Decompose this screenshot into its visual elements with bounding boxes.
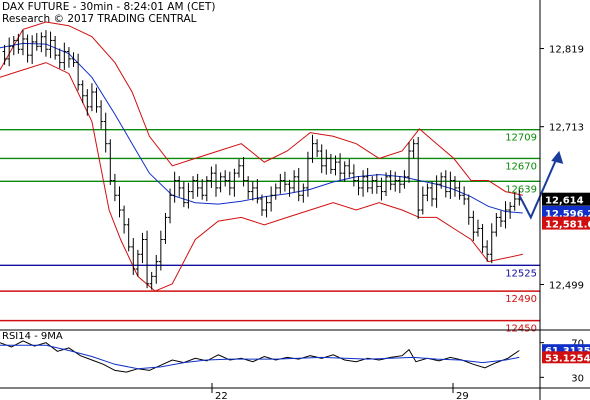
level-label-12670: 12670	[505, 161, 537, 172]
projection-arrow-line	[518, 156, 559, 220]
upper-band-line	[0, 21, 523, 196]
x-tick-label-29: 29	[456, 391, 469, 400]
main-price-plot: 12709 12670 12639 12525 12490 12450	[0, 21, 564, 335]
projection-arrow-head	[551, 150, 564, 164]
level-label-12639: 12639	[505, 184, 537, 195]
price-badge-bg	[542, 192, 590, 206]
level-label-12490: 12490	[505, 294, 537, 305]
x-tick-label-22: 22	[215, 391, 228, 400]
price-badge-bg	[542, 205, 590, 219]
rsi-tick-label-30: 30	[571, 373, 584, 384]
price-badge-12,614: 12,614	[545, 196, 584, 207]
y-tick-label-12,713: 12,713	[549, 123, 584, 134]
y-tick-label-12,499: 12,499	[549, 280, 584, 291]
price-badge-bg	[542, 216, 590, 230]
chart-copyright: Research © 2017 TRADING CENTRAL	[2, 13, 197, 25]
lower-band-line	[0, 62, 523, 292]
rsi-tick-label-70: 70	[571, 339, 584, 350]
rsi-indicator-plot	[0, 340, 520, 373]
price-badge-12,596.2: 12,596.2	[545, 209, 590, 220]
rsi-line	[0, 340, 520, 373]
chart-title: DAX FUTURE - 30min - 8:24:01 AM (CET)	[2, 1, 216, 13]
price-badge-12,581.6: 12,581.6	[545, 220, 590, 231]
rsi-ma-line	[0, 344, 520, 370]
level-label-12525: 12525	[505, 268, 537, 279]
rsi-badge-53.1254: 53.1254	[545, 353, 590, 364]
rsi-badge-bg	[542, 351, 590, 364]
rsi-title: RSI14 - 9MA	[2, 331, 63, 342]
level-label-12450: 12450	[505, 324, 537, 335]
level-label-12709: 12709	[505, 133, 537, 144]
y-tick-label-12,819: 12,819	[549, 45, 584, 56]
